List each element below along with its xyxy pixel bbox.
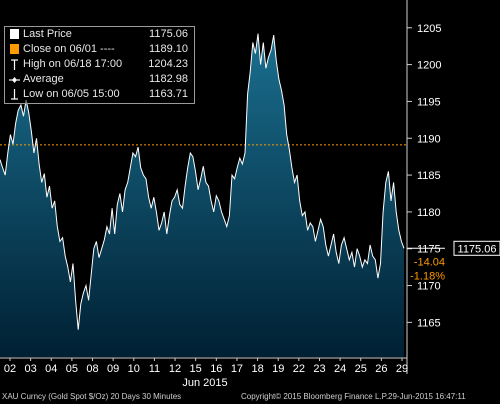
x-tick-label: 04 — [45, 363, 57, 375]
legend-item-high: High on 06/18 17:00 1204.23 — [5, 57, 194, 72]
low-marker-icon — [11, 89, 18, 100]
chart-footer: XAU Curncy (Gold Spot $/Oz) 20 Days 30 M… — [0, 390, 500, 404]
orange-square-icon — [10, 44, 19, 54]
y-tick-label: 1200 — [417, 60, 441, 72]
legend-label: Last Price — [23, 28, 72, 40]
legend-item-average: Average 1182.98 — [5, 72, 194, 87]
y-tick-label: 1185 — [417, 170, 441, 182]
current-price-tag: 1175.06 — [458, 243, 497, 255]
y-tick-label: 1190 — [417, 133, 441, 145]
x-tick-label: 05 — [66, 363, 78, 375]
x-tick-label: 11 — [149, 363, 160, 375]
change-label: -14.04 — [414, 256, 445, 268]
x-tick-label: 08 — [86, 363, 98, 375]
average-marker-icon — [9, 77, 20, 83]
x-tick-label: 19 — [272, 363, 284, 375]
legend-item-low: Low on 06/05 15:00 1163.71 — [5, 87, 194, 102]
x-tick-label: 12 — [169, 363, 181, 375]
x-tick-label: 24 — [334, 363, 346, 375]
x-tick-label: 18 — [251, 363, 263, 375]
x-tick-label: 29 — [396, 363, 408, 375]
legend-value: 1175.06 — [149, 28, 188, 40]
legend-label: Low on 06/05 15:00 — [23, 88, 120, 100]
x-tick-label: 26 — [375, 363, 387, 375]
current-price-tag-box — [453, 240, 500, 256]
high-marker-icon — [11, 59, 18, 70]
y-tick-label: 1205 — [417, 23, 441, 35]
legend-label: Close on 06/01 ---- — [23, 43, 115, 55]
y-tick-label: 1170 — [417, 281, 441, 293]
price-area-fill — [0, 33, 404, 357]
price-line — [0, 33, 405, 330]
legend-value: 1204.23 — [148, 58, 188, 70]
change-pct-label: -1.18% — [410, 270, 445, 282]
x-tick-label: 23 — [313, 363, 325, 375]
x-tick-label: 03 — [25, 363, 37, 375]
legend-item-close: Close on 06/01 ---- 1189.10 — [5, 42, 194, 57]
y-tick-label: 1180 — [417, 207, 441, 219]
x-tick-label: 16 — [210, 363, 222, 375]
legend-value: 1189.10 — [149, 43, 188, 55]
legend-label: Average — [23, 73, 64, 85]
x-tick-label: 15 — [190, 363, 202, 375]
legend-item-last-price: Last Price 1175.06 — [5, 27, 194, 42]
copyright-text: Copyright© 2015 Bloomberg Finance L.P. — [241, 392, 389, 401]
chart-legend: Last Price 1175.06 Close on 06/01 ---- 1… — [4, 26, 195, 104]
legend-value: 1182.98 — [149, 73, 188, 85]
x-tick-label: 25 — [355, 363, 367, 375]
timestamp-text: 29-Jun-2015 16:47:11 — [388, 392, 466, 401]
x-tick-label: 22 — [293, 363, 305, 375]
x-tick-label: 10 — [128, 363, 140, 375]
y-tick-label: 1175 — [417, 244, 441, 256]
x-tick-label: 02 — [4, 363, 16, 375]
white-square-icon — [10, 29, 19, 39]
x-tick-label: 09 — [107, 363, 119, 375]
y-tick-label: 1165 — [417, 317, 441, 329]
x-tick-label: 17 — [231, 363, 243, 375]
legend-value: 1163.71 — [149, 88, 188, 100]
x-month-label: Jun 2015 — [182, 377, 227, 389]
legend-label: High on 06/18 17:00 — [23, 58, 123, 70]
y-tick-label: 1195 — [417, 96, 441, 108]
security-description: XAU Curncy (Gold Spot $/Oz) 20 Days 30 M… — [2, 392, 182, 401]
